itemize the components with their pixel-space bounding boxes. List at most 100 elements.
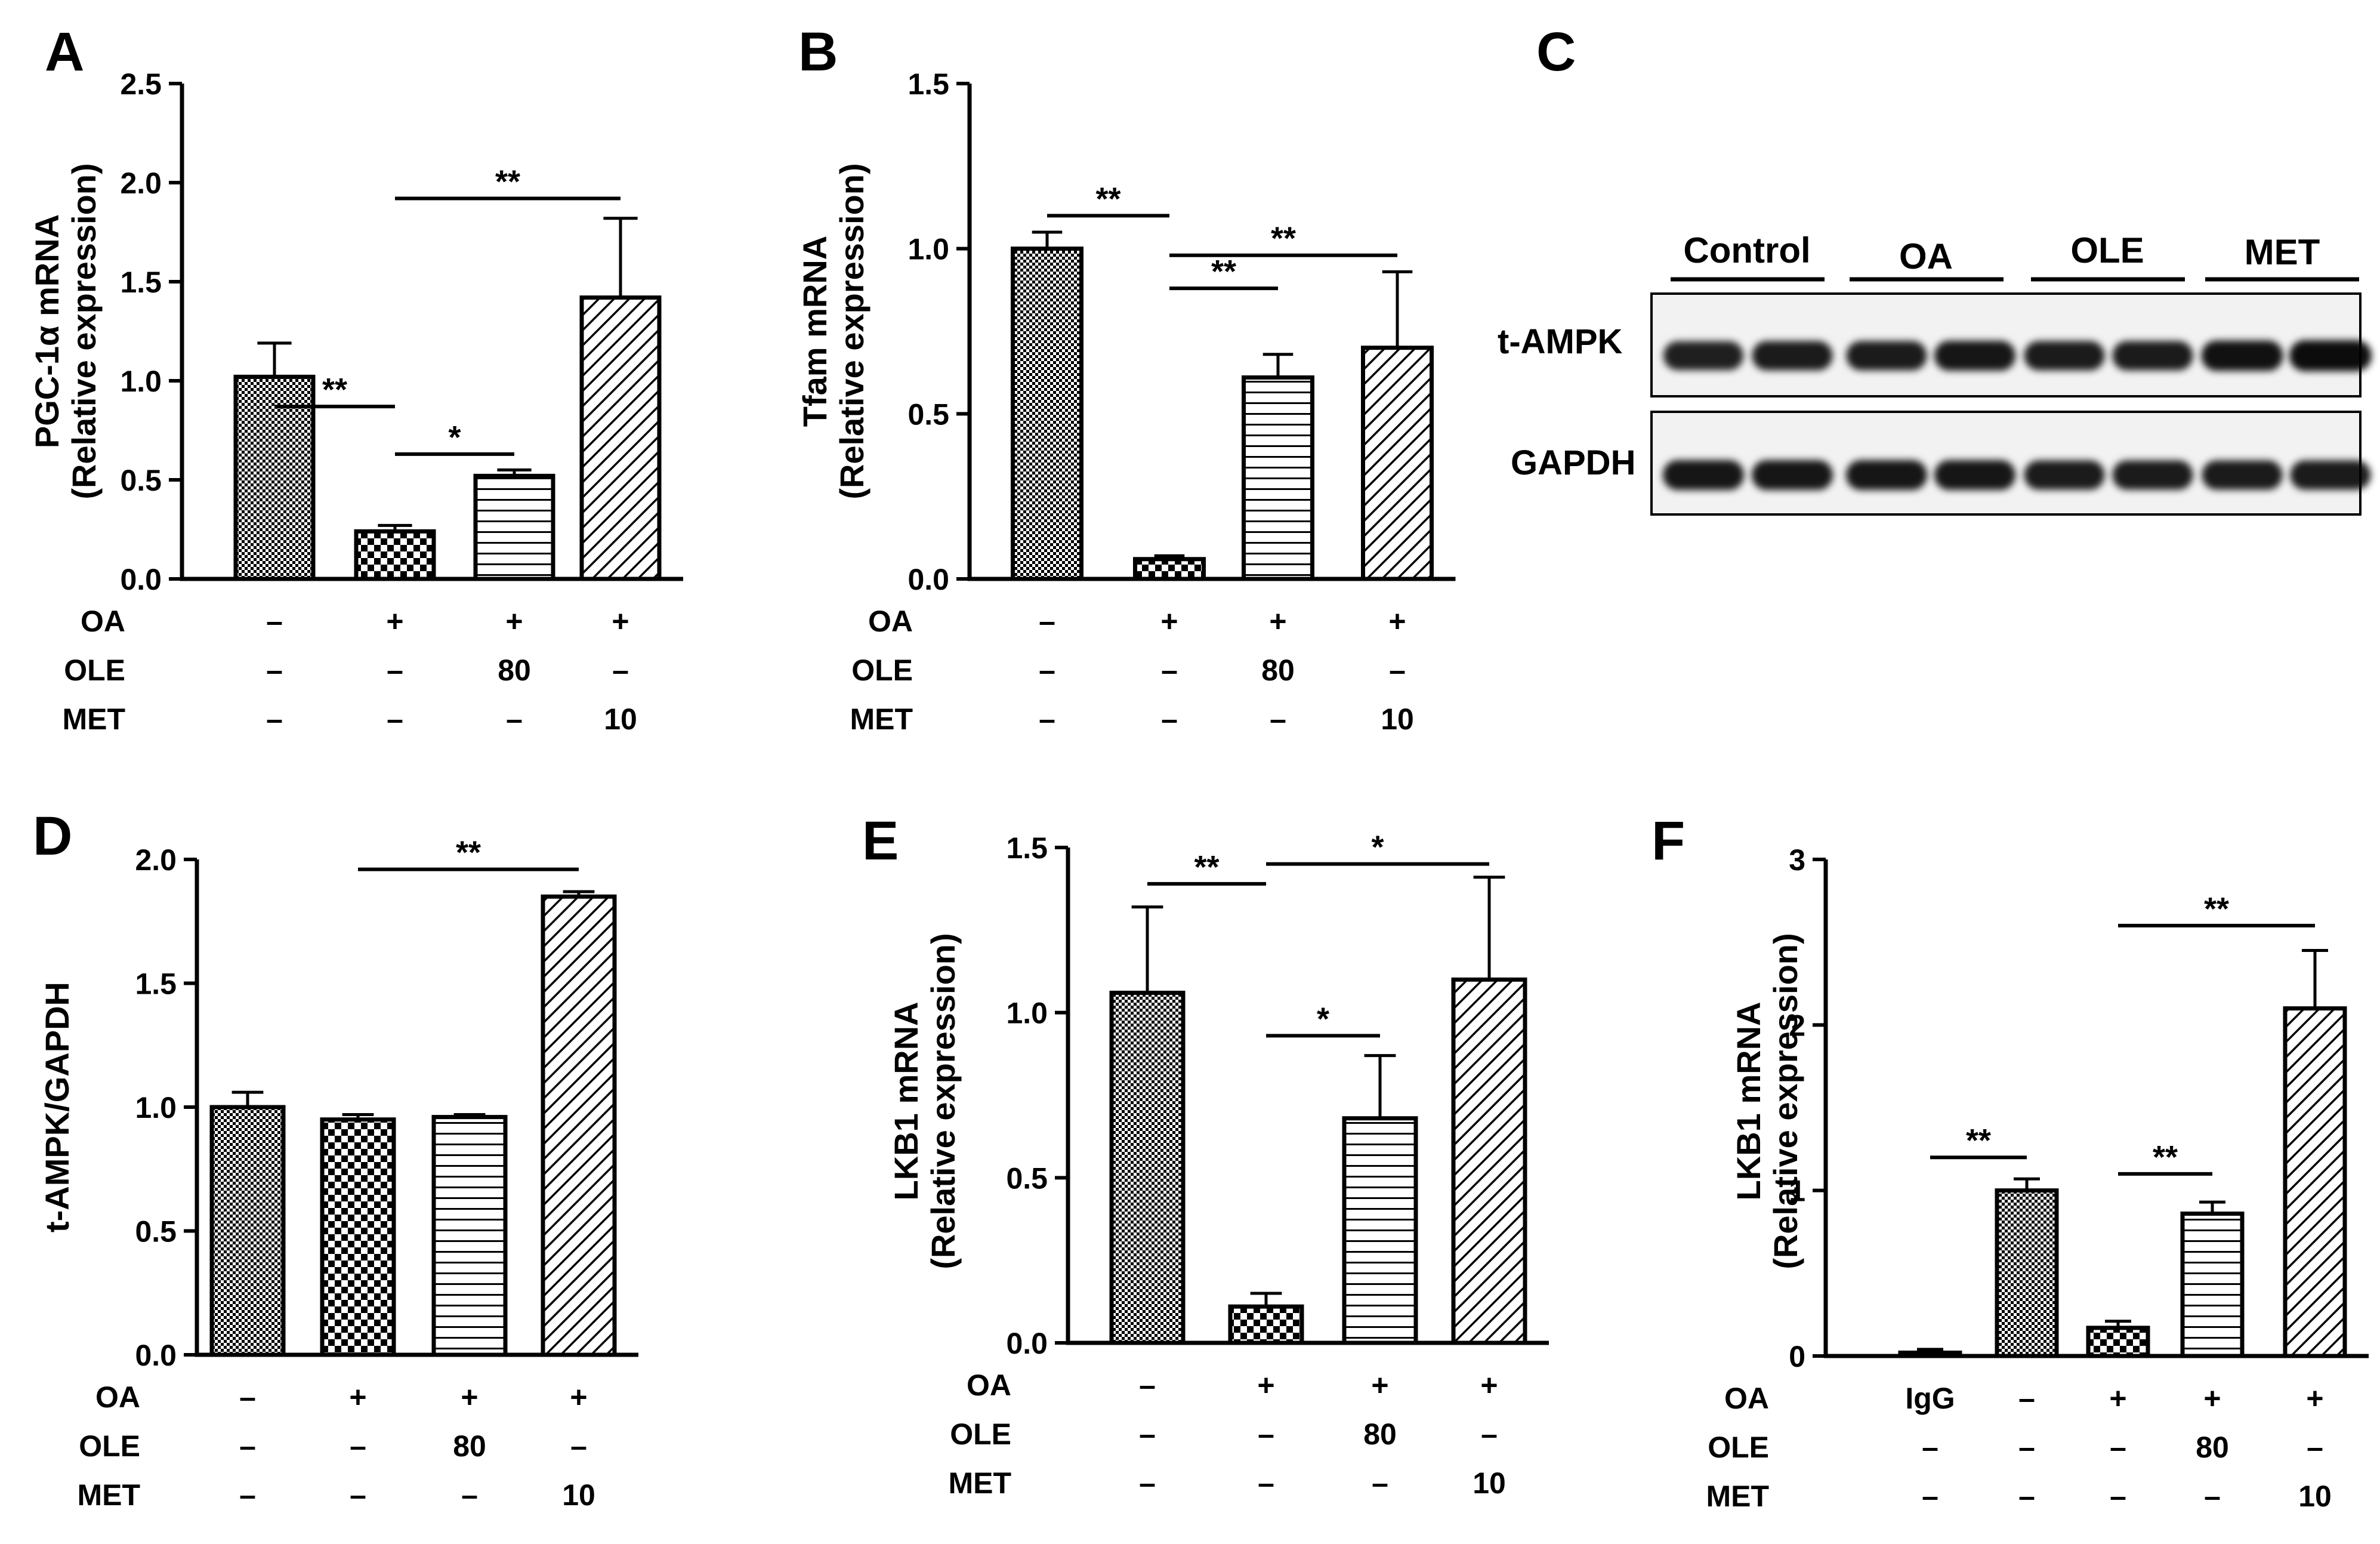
- significance-marker: **: [322, 372, 347, 408]
- treatment-value: +: [386, 605, 403, 638]
- y-axis-subtitle-e: (Relative expression): [924, 933, 962, 1269]
- treatment-value: +: [1371, 1369, 1388, 1402]
- treatment-value: +: [2203, 1382, 2221, 1415]
- treatment-value: –: [350, 1429, 366, 1463]
- blot-band: [1752, 460, 1833, 491]
- treatment-value: –: [2018, 1480, 2035, 1513]
- y-axis-title-d: t-AMPK/GAPDH: [38, 982, 76, 1232]
- treatment-value: –: [461, 1478, 478, 1512]
- panel-label-b: B: [798, 21, 838, 82]
- y-tick-label: 1.0: [1006, 997, 1048, 1030]
- panel-label-a: A: [45, 21, 84, 82]
- treatment-row-label: OA: [81, 605, 125, 638]
- y-tick-label: 1.0: [907, 233, 949, 266]
- y-tick-label: 1.0: [135, 1091, 177, 1124]
- treatment-value: –: [239, 1380, 256, 1414]
- y-axis-subtitle-a: (Relative expression): [65, 163, 103, 499]
- treatment-value: +: [570, 1380, 587, 1414]
- significance-marker: *: [1371, 830, 1384, 865]
- significance-marker: *: [448, 420, 461, 455]
- treatment-value: –: [2018, 1382, 2035, 1415]
- treatment-value: –: [1258, 1417, 1274, 1451]
- bar-control: [1109, 990, 1186, 1345]
- bar-control: [233, 374, 316, 581]
- blot-row-label-tampk: t-AMPK: [1498, 322, 1623, 361]
- treatment-value: –: [2204, 1480, 2221, 1513]
- treatment-row-label: MET: [948, 1466, 1011, 1500]
- y-tick-label: 0.0: [1006, 1327, 1048, 1360]
- blot-band: [1663, 341, 1743, 371]
- blot-band: [1846, 460, 1927, 491]
- treatment-value: 10: [2298, 1480, 2332, 1513]
- y-tick-label: 1.5: [907, 67, 949, 101]
- treatment-value: –: [350, 1478, 366, 1512]
- treatment-value: –: [1922, 1480, 1938, 1513]
- treatment-value: –: [2307, 1431, 2323, 1464]
- treatment-value: –: [506, 702, 523, 736]
- treatment-row-label: OLE: [851, 654, 913, 687]
- treatment-value: +: [1160, 605, 1178, 638]
- y-tick-label: 0.5: [907, 397, 949, 431]
- y-tick-label: 1.5: [1006, 831, 1048, 865]
- bar-oa-ole: [431, 1115, 508, 1357]
- treatment-row-label: OLE: [64, 654, 125, 687]
- blot-band: [1934, 460, 2015, 491]
- treatment-value: +: [505, 605, 523, 638]
- panel-label-c: C: [1536, 21, 1576, 82]
- significance-marker: **: [1095, 181, 1120, 217]
- treatment-value: –: [1039, 605, 1055, 638]
- treatment-value: –: [1039, 702, 1055, 736]
- treatment-value: –: [1139, 1466, 1156, 1500]
- bar-oa-ole: [1342, 1116, 1418, 1345]
- treatment-value: –: [387, 702, 403, 736]
- treatment-value: –: [1481, 1417, 1498, 1451]
- panel-a: A PGC-1α mRNA (Relative expression) 0.0 0…: [28, 21, 683, 736]
- significance-marker: **: [495, 164, 520, 200]
- blot-band: [2290, 460, 2371, 490]
- y-tick-label: 1: [1789, 1175, 1805, 1208]
- y-axis-title-a: PGC-1α mRNA: [28, 214, 66, 448]
- treatment-value: –: [1139, 1417, 1156, 1451]
- y-tick-label: 0.0: [907, 563, 949, 596]
- blot-band: [1752, 341, 1833, 371]
- significance-marker: **: [1271, 221, 1296, 257]
- treatment-value: –: [1372, 1466, 1388, 1500]
- panel-label-d: D: [33, 806, 72, 867]
- bar-oa-met: [1451, 977, 1527, 1345]
- blot-band: [1934, 340, 2015, 371]
- treatment-value: 80: [2196, 1431, 2229, 1464]
- treatment-row-label: OA: [1724, 1382, 1769, 1415]
- treatment-value: +: [612, 605, 629, 638]
- blot-group-label-control: Control: [1683, 230, 1810, 270]
- bar-oa: [320, 1117, 396, 1357]
- treatment-value: –: [239, 1429, 256, 1463]
- bar-oa-met: [2283, 1006, 2347, 1358]
- y-tick-label: 0.0: [120, 563, 162, 596]
- bar-oa: [1133, 557, 1206, 581]
- treatment-value: 80: [498, 654, 531, 687]
- panel-c-blot: C Control OA OLE MET t-AMPK GAPDH: [1498, 21, 2372, 516]
- treatment-value: –: [1922, 1431, 1938, 1464]
- blot-band: [1846, 341, 1927, 371]
- panel-e: E LKB1 mRNA (Relative expression) 0.0 0.5…: [862, 810, 1549, 1500]
- panel-label-f: F: [1652, 810, 1685, 871]
- blot-band: [2024, 341, 2105, 371]
- panel-f: F LKB1 mRNA (Relative expression) 0 1 2 3 **…: [1652, 810, 2369, 1513]
- treatment-value: 80: [453, 1429, 486, 1463]
- blot-band: [2112, 460, 2193, 490]
- treatment-value: –: [612, 654, 629, 687]
- treatment-row-label: MET: [62, 702, 125, 736]
- blot-bands: [1663, 340, 2372, 491]
- blot-row-label-gapdh: GAPDH: [1511, 443, 1635, 482]
- blot-band: [2289, 340, 2372, 371]
- bar-oa: [1228, 1304, 1304, 1345]
- treatment-row-label: MET: [1706, 1480, 1769, 1513]
- treatment-value: 80: [1261, 654, 1295, 687]
- y-axis-title-f: LKB1 mRNA: [1730, 1002, 1767, 1201]
- bar-oa-ole: [2180, 1211, 2245, 1358]
- treatment-value: –: [239, 1478, 256, 1512]
- y-axis-title-e: LKB1 mRNA: [887, 1002, 925, 1201]
- significance-marker: **: [2153, 1139, 2178, 1175]
- bar-control: [1995, 1188, 2059, 1358]
